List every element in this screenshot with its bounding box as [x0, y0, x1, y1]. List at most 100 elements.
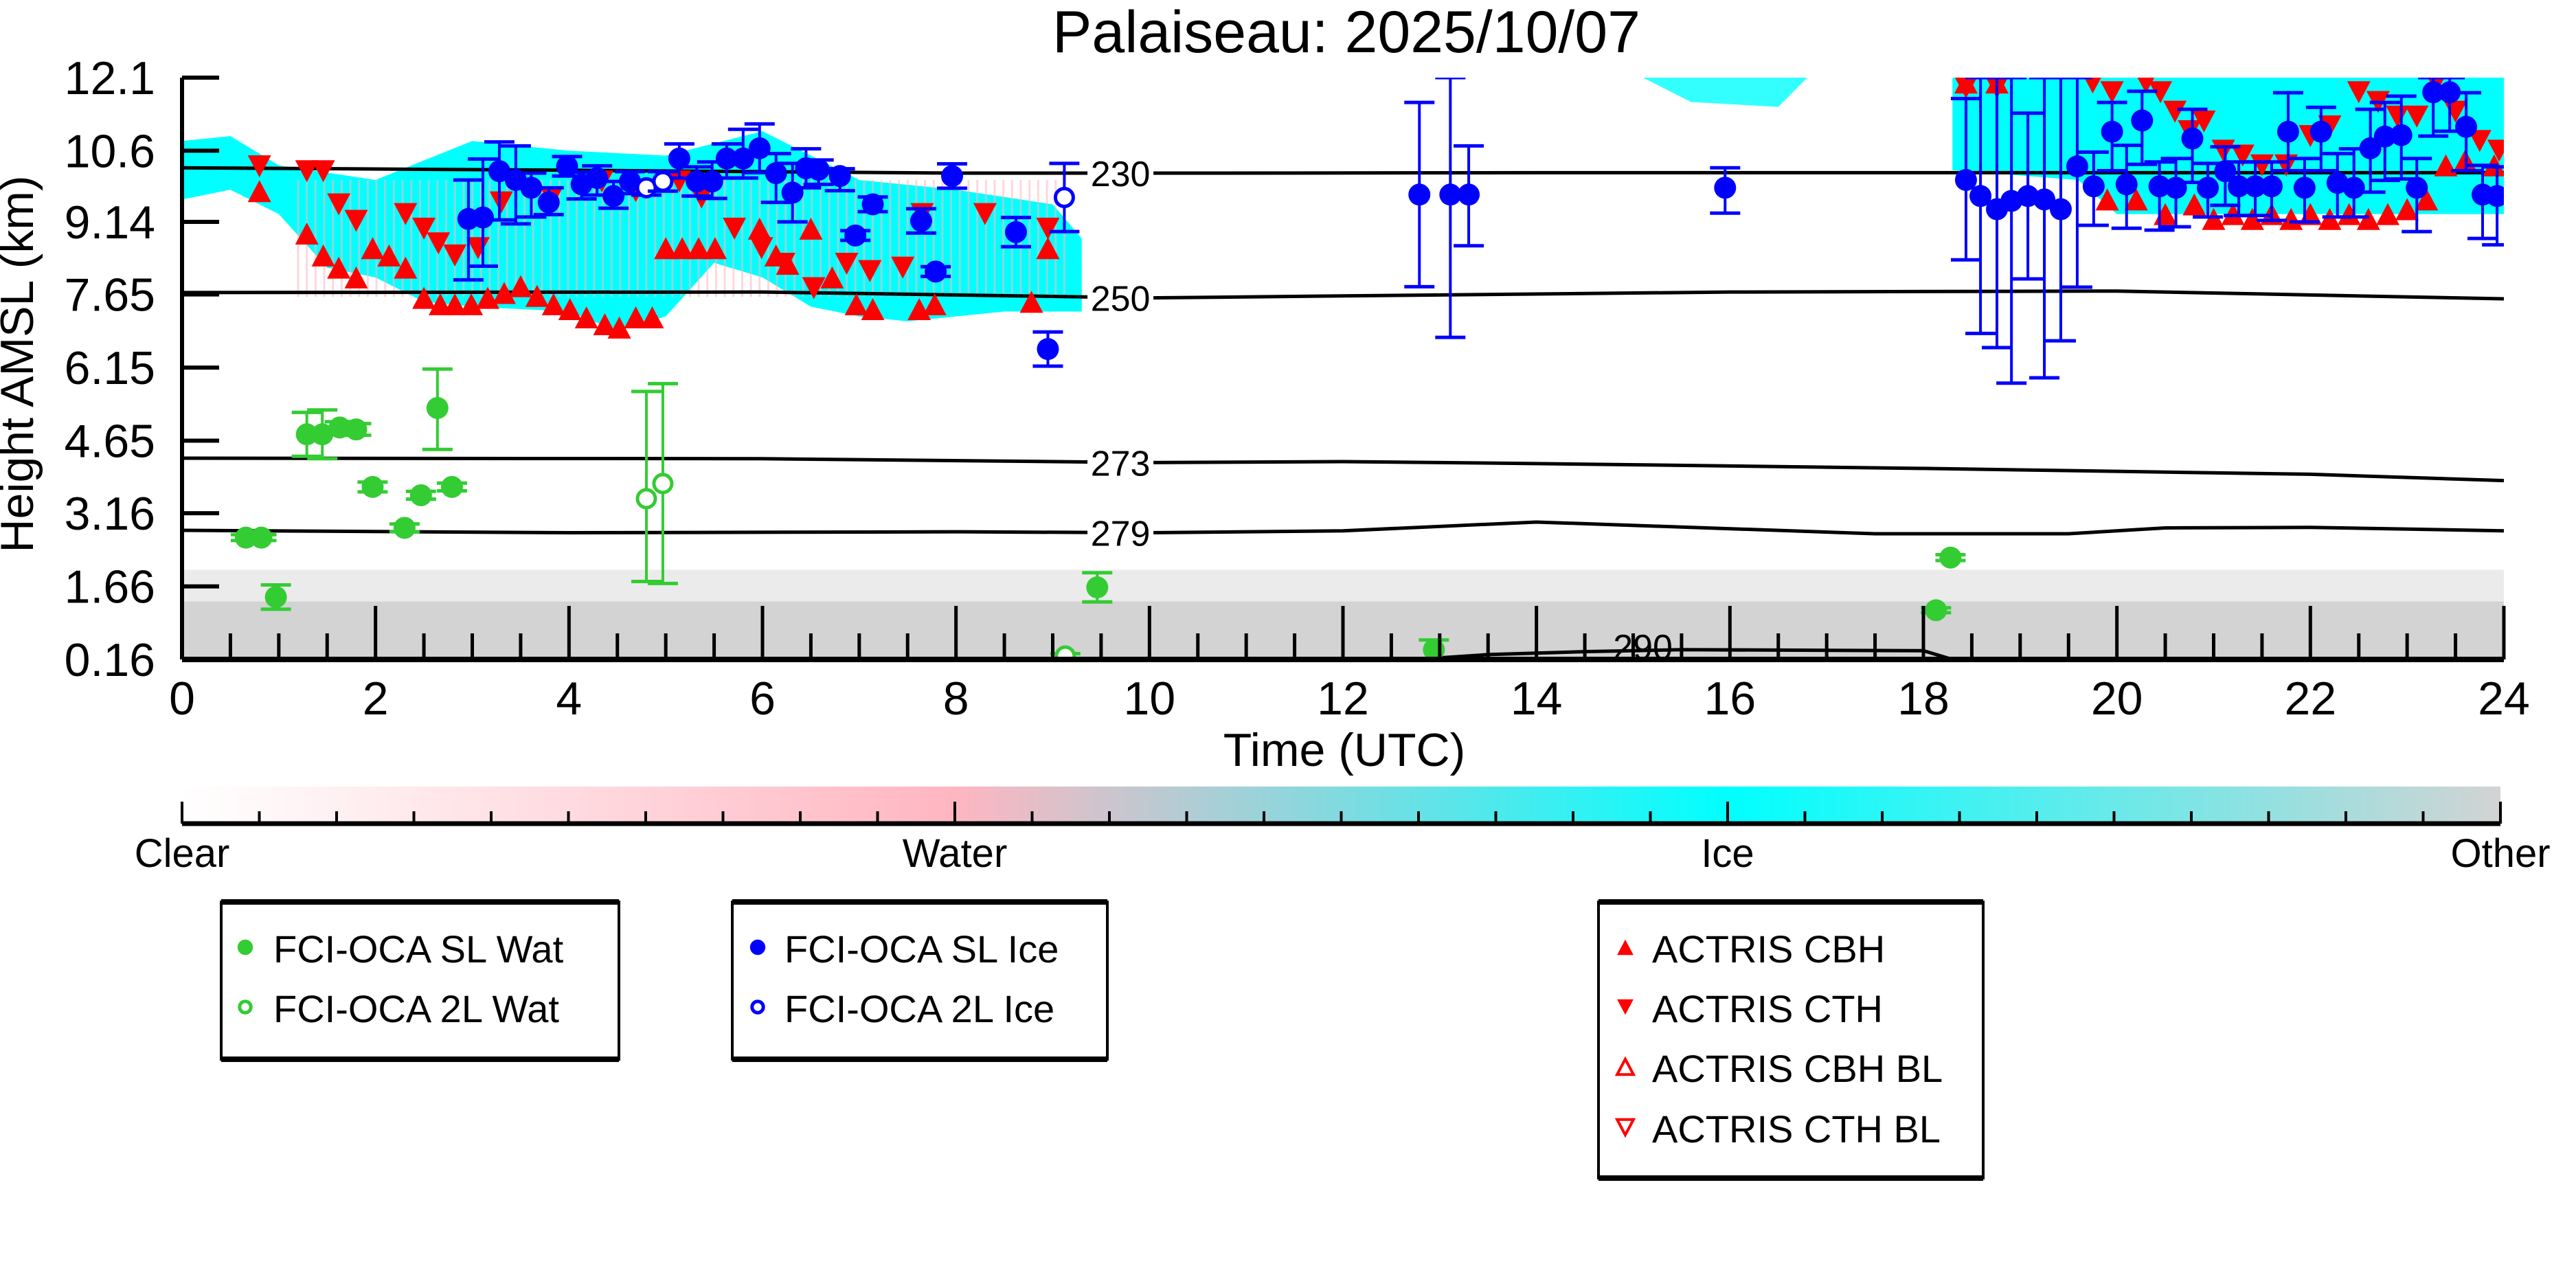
data-point: [602, 185, 625, 207]
data-point: [361, 475, 384, 498]
isotherm-label: 230: [1091, 155, 1151, 194]
data-point: [2356, 207, 2380, 230]
data-point: [2415, 188, 2439, 211]
chart-title: Palaiseau: 2025/10/07: [1052, 0, 1640, 65]
legend-marker-icon: [1614, 1118, 1636, 1138]
legend-label: ACTRIS CBH: [1652, 927, 1885, 971]
colorbar-label-other: Other: [2450, 831, 2550, 876]
data-point: [311, 244, 335, 267]
data-point: [344, 266, 368, 289]
data-point: [941, 165, 964, 188]
data-point: [2390, 124, 2413, 146]
data-point: [2439, 81, 2461, 104]
x-tick-label: 22: [2285, 673, 2337, 725]
data-point: [1053, 187, 1075, 209]
data-point: [2124, 188, 2148, 211]
data-point: [593, 313, 617, 335]
data-point: [2082, 175, 2105, 198]
data-point: [440, 475, 463, 498]
legend-item: ACTRIS CTH: [1617, 987, 1883, 1030]
data-point: [443, 244, 467, 267]
data-point: [2131, 109, 2154, 132]
data-point: [654, 237, 678, 260]
x-tick-label: 18: [1897, 673, 1950, 725]
data-point: [412, 286, 436, 309]
x-tick-label: 24: [2478, 673, 2530, 725]
x-tick-label: 2: [363, 673, 389, 725]
data-point: [1054, 645, 1076, 659]
data-point: [2197, 177, 2219, 199]
legend-label: FCI-OCA 2L Wat: [273, 987, 559, 1030]
legend-item: ACTRIS CTH BL: [1614, 1107, 1941, 1151]
legend-item: ACTRIS CBH: [1617, 927, 1885, 971]
isotherm-label: 250: [1091, 280, 1151, 319]
data-point: [723, 217, 747, 240]
data-point: [2422, 81, 2445, 104]
x-tick-label: 14: [1511, 673, 1563, 725]
data-point: [670, 237, 694, 260]
data-point: [1036, 217, 1060, 240]
data-point: [2487, 139, 2504, 162]
legend-marker-icon: [238, 999, 253, 1015]
data-point: [771, 252, 795, 275]
x-tick-label: 20: [2091, 673, 2143, 725]
data-point: [2228, 175, 2250, 198]
data-point: [234, 526, 257, 549]
data-point: [701, 170, 723, 193]
data-point: [409, 484, 432, 506]
legend-marker-icon: [749, 939, 766, 956]
data-point: [668, 147, 690, 170]
data-point: [2017, 185, 2040, 207]
ice-cloud-region: [182, 131, 1082, 331]
data-point: [1408, 183, 1431, 206]
data-point: [311, 423, 334, 446]
colorbar-label-water: Water: [903, 831, 1008, 876]
legend-item: ACTRIS CBH BL: [1614, 1047, 1943, 1090]
legend-marker-icon: [237, 939, 253, 956]
data-point: [327, 193, 351, 216]
data-point: [2202, 207, 2226, 230]
data-point: [586, 167, 609, 190]
isotherm-label-bg: [1087, 442, 1154, 482]
data-point: [1714, 177, 1737, 199]
data-point: [2095, 188, 2119, 211]
data-point: [556, 155, 578, 178]
legend-border: [731, 901, 1109, 1061]
data-point: [2244, 175, 2267, 198]
x-tick-label: 12: [1317, 673, 1369, 725]
data-point: [2309, 120, 2332, 143]
x-tick-label: 4: [556, 673, 582, 725]
data-point: [443, 293, 467, 315]
data-markers: [230, 78, 2504, 659]
data-point: [508, 275, 532, 297]
data-point: [1036, 237, 1060, 260]
data-point: [1004, 221, 1027, 243]
data-point: [2033, 188, 2056, 211]
data-point: [802, 277, 826, 300]
colorbar: Clear Water Ice Other: [135, 787, 2551, 876]
data-point: [345, 418, 368, 441]
data-point: [2192, 110, 2216, 133]
ice-cloud-patch: [1642, 78, 1807, 107]
data-point: [820, 266, 844, 289]
data-point: [574, 306, 598, 329]
data-point: [344, 210, 368, 232]
data-point: [635, 488, 657, 510]
data-point: [250, 526, 273, 549]
y-tick-label: 0.16: [65, 634, 155, 686]
data-point: [2084, 78, 2101, 94]
y-tick-label: 10.6: [65, 125, 155, 177]
series-fci-oca-2l-ice: [631, 161, 1080, 234]
data-point: [558, 297, 582, 320]
data-point: [520, 177, 543, 199]
data-point: [2279, 207, 2303, 230]
data-point: [703, 237, 727, 260]
data-point: [2467, 130, 2492, 152]
legend-box-1: FCI-OCA SL Wat FCI-OCA 2L Wat: [220, 899, 620, 1062]
isotherm-label: 279: [1091, 515, 1151, 554]
colorbar-label-ice: Ice: [1701, 831, 1754, 876]
data-point: [2395, 198, 2419, 221]
data-point: [687, 237, 711, 260]
y-tick-label: 9.14: [65, 196, 155, 249]
data-point: [2337, 203, 2361, 225]
